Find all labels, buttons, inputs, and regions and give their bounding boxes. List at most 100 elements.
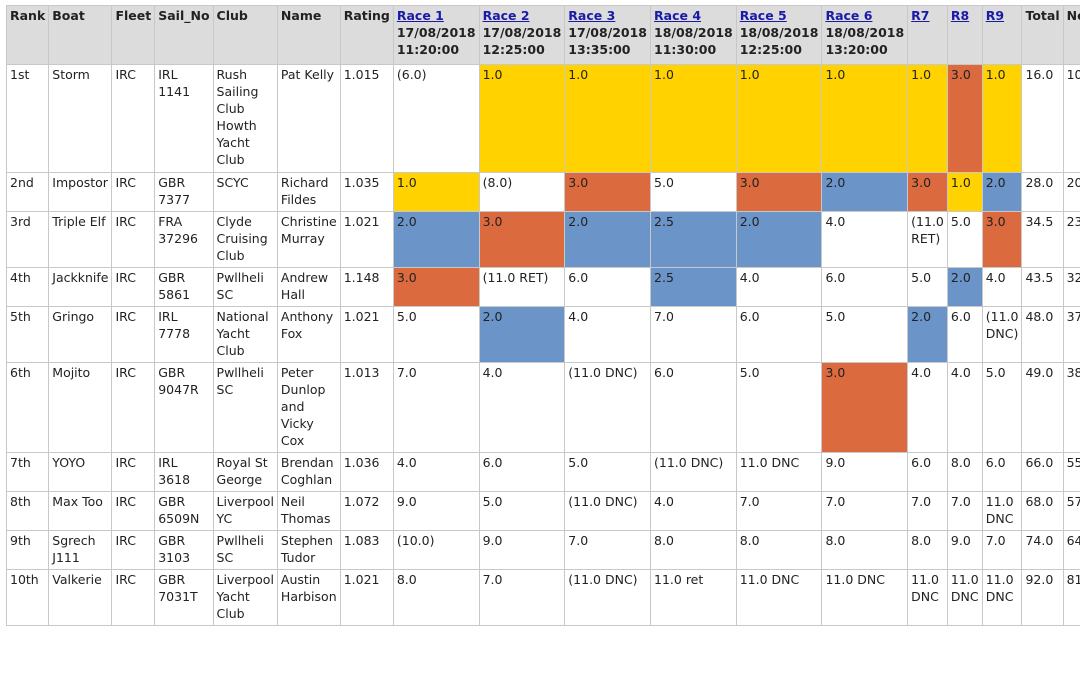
column-header-r7[interactable]: R7 xyxy=(907,5,948,65)
rating-cell: 1.083 xyxy=(339,530,394,570)
boat-cell: Max Too xyxy=(48,491,113,531)
race-score-cell: 5.0 xyxy=(735,362,823,453)
race-score-cell: 9.0 xyxy=(946,530,983,570)
race-link-r4[interactable]: Race 4 xyxy=(654,8,702,23)
race-score-cell: 4.0 xyxy=(946,362,983,453)
column-header-r3[interactable]: Race 3 17/08/2018 13:35:00 xyxy=(564,5,652,65)
race-date: 18/08/2018 12:25:00 xyxy=(739,25,819,57)
race-score-cell: 4.0 xyxy=(907,362,948,453)
fleet-cell: IRC xyxy=(111,211,156,268)
column-header-rating: Rating xyxy=(339,5,394,65)
column-header-r2[interactable]: Race 2 17/08/2018 12:25:00 xyxy=(478,5,566,65)
race-score-cell: 8.0 xyxy=(907,530,948,570)
race-score-cell: 2.0 xyxy=(564,211,652,268)
race-score-cell: 7.0 xyxy=(907,491,948,531)
nett-cell: 55.0 xyxy=(1062,452,1080,492)
race-score-cell: 1.0 xyxy=(821,64,909,173)
sail-number-cell: GBR 3103 xyxy=(154,530,214,570)
total-cell: 34.5 xyxy=(1021,211,1064,268)
table-row: 7th YOYO IRC IRL 3618 Royal St George Brendan… xyxy=(5,452,1080,492)
race-score-cell: 1.0 xyxy=(735,64,823,173)
rating-cell: 1.021 xyxy=(339,211,394,268)
race-score-cell: 8.0 xyxy=(650,530,737,570)
race-score-cell: 3.0 xyxy=(735,172,823,212)
column-header-rank: Rank xyxy=(5,5,50,65)
club-cell: Royal St George xyxy=(212,452,278,492)
race-link-r2[interactable]: Race 2 xyxy=(482,8,530,23)
column-header-r9[interactable]: R9 xyxy=(981,5,1023,65)
race-link-r5[interactable]: Race 5 xyxy=(739,8,787,23)
race-score-cell: 6.0 xyxy=(478,452,566,492)
table-row: 3rd Triple Elf IRC FRA 37296 Clyde Cruising … xyxy=(5,211,1080,268)
name-cell: Peter Dunlop and Vicky Cox xyxy=(276,362,341,453)
sail-number-cell: GBR 9047R xyxy=(154,362,214,453)
sail-number-cell: GBR 7377 xyxy=(154,172,214,212)
race-score-cell: 2.0 xyxy=(392,211,480,268)
total-cell: 48.0 xyxy=(1021,306,1064,363)
race-score-cell: (11.0 RET) xyxy=(478,267,566,307)
race-score-cell: (11.0 DNC) xyxy=(650,452,737,492)
race-score-cell: 1.0 xyxy=(650,64,737,173)
race-score-cell: (11.0 DNC) xyxy=(564,491,652,531)
boat-cell: Triple Elf xyxy=(48,211,113,268)
nett-cell: 20.0 xyxy=(1062,172,1080,212)
fleet-cell: IRC xyxy=(111,267,156,307)
column-header-r6[interactable]: Race 6 18/08/2018 13:20:00 xyxy=(821,5,909,65)
club-cell: Pwllheli SC xyxy=(212,267,278,307)
race-score-cell: 5.0 xyxy=(650,172,737,212)
results-table: Rank Boat Fleet Sail_No Club Name Rating Race 1… xyxy=(5,5,1080,626)
race-score-cell: 7.0 xyxy=(392,362,480,453)
column-header-r4[interactable]: Race 4 18/08/2018 11:30:00 xyxy=(650,5,737,65)
sail-number-cell: FRA 37296 xyxy=(154,211,214,268)
column-header-r1[interactable]: Race 1 17/08/2018 11:20:00 xyxy=(392,5,480,65)
race-score-cell: 4.0 xyxy=(821,211,909,268)
race-score-cell: 2.0 xyxy=(821,172,909,212)
race-link-r3[interactable]: Race 3 xyxy=(568,8,616,23)
total-cell: 28.0 xyxy=(1021,172,1064,212)
table-row: 9th Sgrech J111 IRC GBR 3103 Pwllheli SC Step… xyxy=(5,530,1080,570)
race-score-cell: (8.0) xyxy=(478,172,566,212)
total-cell: 16.0 xyxy=(1021,64,1064,173)
table-row: 4th Jackknife IRC GBR 5861 Pwllheli SC Andrew… xyxy=(5,267,1080,307)
race-link-r1[interactable]: Race 1 xyxy=(396,8,444,23)
race-link-r6[interactable]: Race 6 xyxy=(825,8,873,23)
rating-cell: 1.021 xyxy=(339,569,394,626)
race-score-cell: 2.0 xyxy=(478,306,566,363)
race-link-r9[interactable]: R9 xyxy=(985,8,1005,23)
race-score-cell: 6.0 xyxy=(735,306,823,363)
nett-cell: 81.0 xyxy=(1062,569,1080,626)
header-row: Rank Boat Fleet Sail_No Club Name Rating Race 1… xyxy=(5,5,1080,65)
race-score-cell: 5.0 xyxy=(478,491,566,531)
race-score-cell: 1.0 xyxy=(981,64,1023,173)
race-score-cell: 1.0 xyxy=(946,172,983,212)
race-score-cell: 5.0 xyxy=(821,306,909,363)
boat-cell: YOYO xyxy=(48,452,113,492)
race-score-cell: 3.0 xyxy=(821,362,909,453)
race-score-cell: 6.0 xyxy=(981,452,1023,492)
fleet-cell: IRC xyxy=(111,306,156,363)
nett-cell: 64.0 xyxy=(1062,530,1080,570)
race-score-cell: 2.0 xyxy=(946,267,983,307)
race-score-cell: 9.0 xyxy=(478,530,566,570)
race-link-r7[interactable]: R7 xyxy=(911,8,930,23)
total-cell: 92.0 xyxy=(1021,569,1064,626)
race-score-cell: 3.0 xyxy=(564,172,652,212)
race-score-cell: 5.0 xyxy=(907,267,948,307)
race-score-cell: (6.0) xyxy=(392,64,480,173)
nett-cell: 37.0 xyxy=(1062,306,1080,363)
column-header-boat: Boat xyxy=(48,5,113,65)
column-header-r8[interactable]: R8 xyxy=(946,5,983,65)
race-score-cell: 8.0 xyxy=(821,530,909,570)
race-score-cell: 4.0 xyxy=(981,267,1023,307)
race-score-cell: 2.0 xyxy=(735,211,823,268)
name-cell: Stephen Tudor xyxy=(276,530,341,570)
rank-cell: 2nd xyxy=(5,172,50,212)
column-header-club: Club xyxy=(212,5,278,65)
rank-cell: 4th xyxy=(5,267,50,307)
race-score-cell: 5.0 xyxy=(392,306,480,363)
rating-cell: 1.021 xyxy=(339,306,394,363)
race-score-cell: (10.0) xyxy=(392,530,480,570)
race-link-r8[interactable]: R8 xyxy=(950,8,970,23)
race-score-cell: 3.0 xyxy=(981,211,1023,268)
column-header-r5[interactable]: Race 5 18/08/2018 12:25:00 xyxy=(735,5,823,65)
